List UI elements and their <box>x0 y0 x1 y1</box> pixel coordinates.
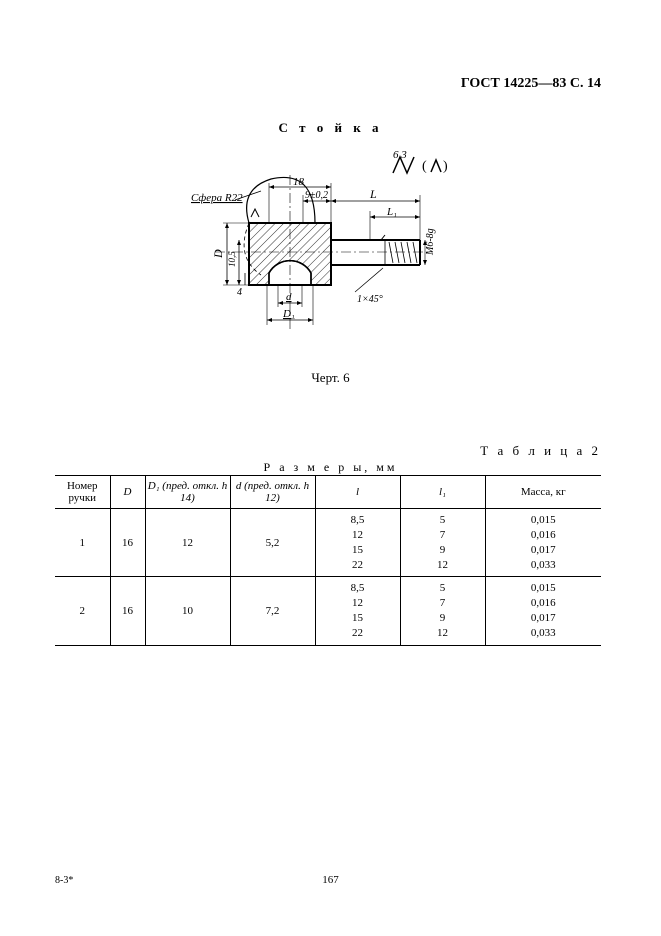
table-row: 116125,28,5121522579120,0150,0160,0170,0… <box>55 509 601 577</box>
table-row: 216107,28,5121522579120,0150,0160,0170,0… <box>55 577 601 645</box>
col-D1: D₁ (пред. откл. h 14) <box>145 476 230 509</box>
dim-4: 4 <box>237 287 242 298</box>
dim-D: D <box>211 249 225 259</box>
dim-L: L <box>369 187 377 201</box>
dim-D1: D₁ <box>282 308 295 320</box>
table-label: Т а б л и ц а 2 <box>480 443 601 459</box>
page-header: ГОСТ 14225—83 C. 14 <box>461 76 601 92</box>
svg-text:(: ( <box>422 159 427 174</box>
figure-caption: Черт. 6 <box>0 370 661 386</box>
chamfer-label: 1×45° <box>357 294 383 305</box>
dim-18: 18 <box>293 176 305 188</box>
dim-105: 10,5 <box>227 251 237 267</box>
col-mass: Масса, кг <box>485 476 601 509</box>
table-caption: Р а з м е р ы, мм <box>0 460 661 475</box>
col-d: d (пред. откл. h 12) <box>230 476 315 509</box>
col-D: D <box>110 476 145 509</box>
part-title: С т о й к а <box>0 120 661 136</box>
roughness-value: 6,3 <box>393 149 407 161</box>
page-number: 167 <box>0 874 661 886</box>
dimensions-table: Номер ручки D D₁ (пред. откл. h 14) d (п… <box>55 475 601 646</box>
dim-9: 9±0,2 <box>305 190 328 201</box>
sphere-label: Сфера R22 <box>191 192 243 204</box>
col-l: l <box>315 476 400 509</box>
col-l1: l₁ <box>400 476 485 509</box>
dim-L1: L₁ <box>386 206 397 218</box>
col-num: Номер ручки <box>55 476 110 509</box>
technical-drawing: 6,3 ( ) <box>175 145 455 355</box>
svg-text:): ) <box>443 159 448 174</box>
dim-d: d <box>286 291 292 303</box>
